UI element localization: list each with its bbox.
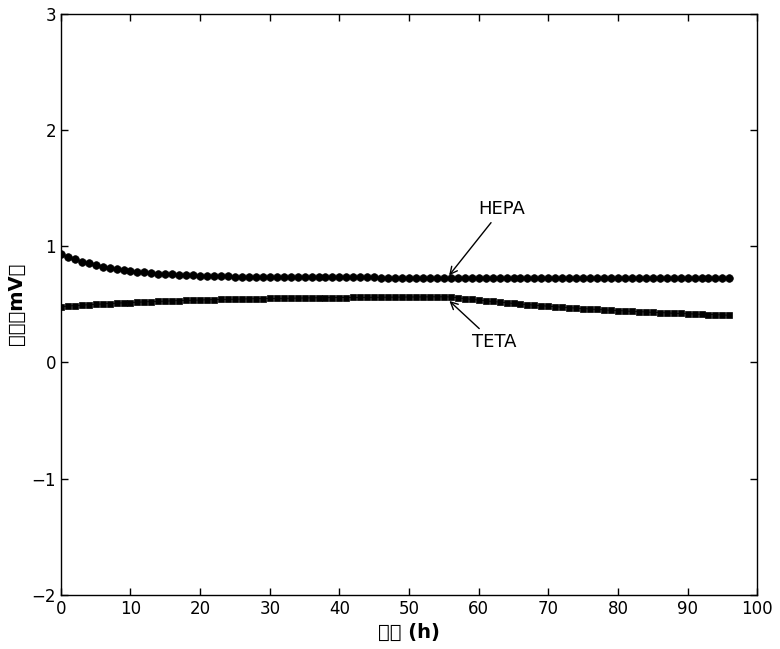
Line: HEPA: HEPA [57, 251, 733, 282]
TETA [77, 301, 87, 309]
TETA [230, 295, 239, 303]
Text: HEPA: HEPA [450, 200, 526, 274]
TETA [105, 300, 115, 308]
HEPA [439, 274, 448, 282]
TETA [391, 293, 400, 301]
TETA [725, 312, 734, 319]
TETA [56, 302, 66, 310]
TETA [579, 304, 588, 312]
HEPA [725, 274, 734, 282]
HEPA [105, 264, 115, 272]
Text: TETA: TETA [451, 302, 516, 351]
HEPA [230, 273, 239, 280]
HEPA [77, 258, 87, 265]
Y-axis label: 电位（mV）: 电位（mV） [7, 263, 26, 345]
Line: TETA: TETA [58, 294, 732, 318]
HEPA [572, 274, 581, 282]
HEPA [56, 251, 66, 258]
HEPA [391, 274, 400, 282]
TETA [446, 293, 456, 301]
TETA [439, 293, 448, 300]
X-axis label: 时间 (h): 时间 (h) [378, 623, 440, 642]
